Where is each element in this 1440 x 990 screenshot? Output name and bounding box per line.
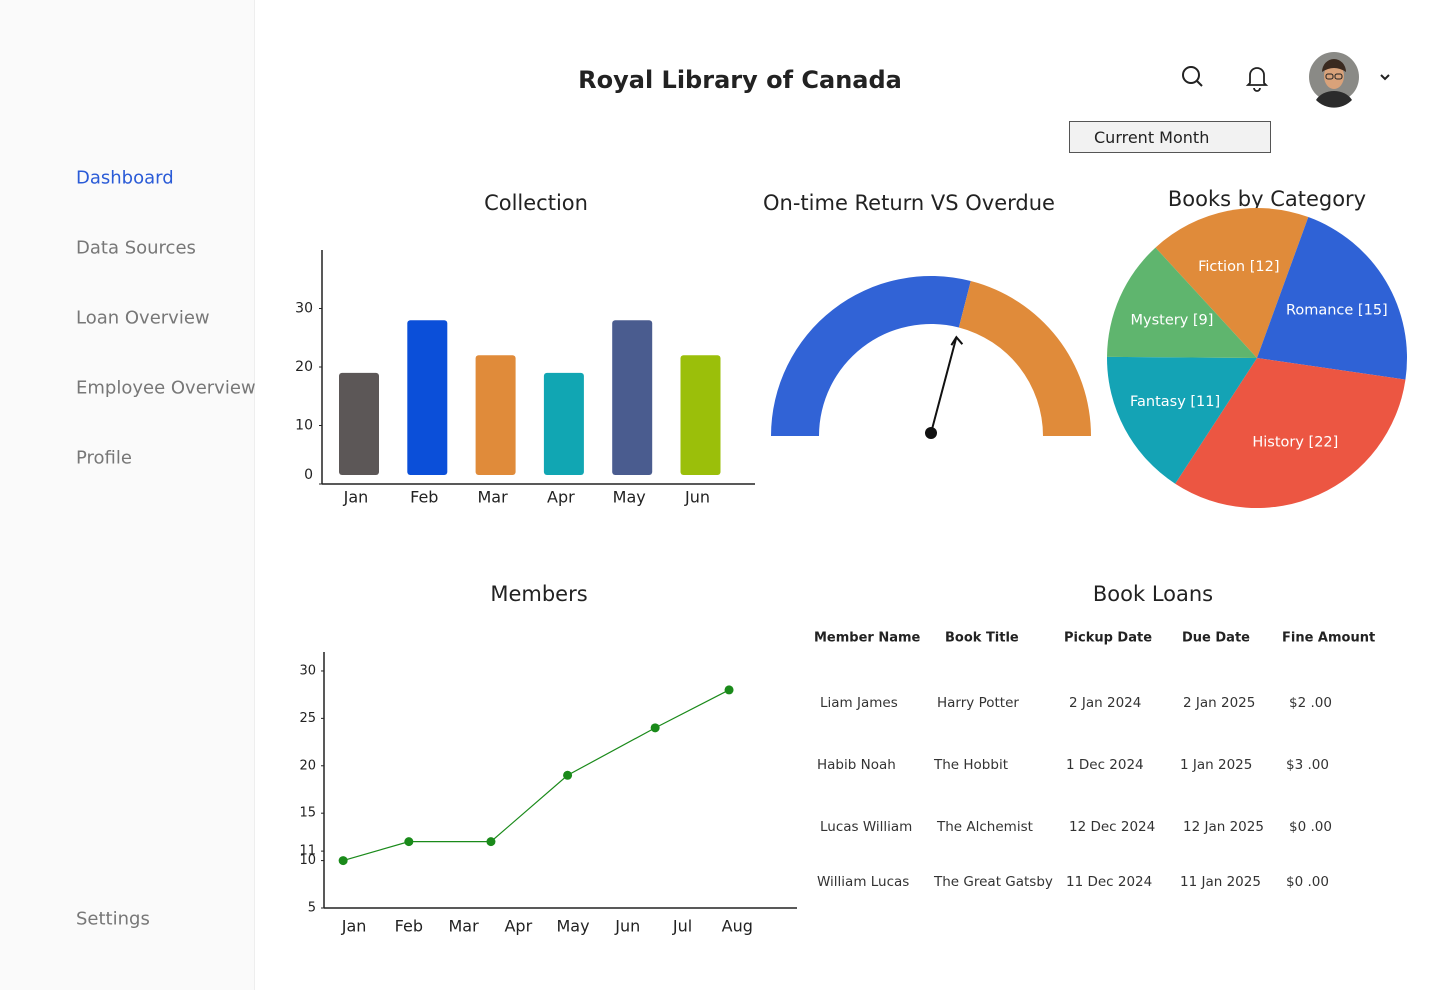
table-cell: $0 .00 [1286, 874, 1329, 890]
nav-item[interactable]: Loan Overview [76, 307, 210, 329]
slice-label: Fantasy [11] [1130, 394, 1220, 410]
table-cell: 12 Dec 2024 [1069, 819, 1156, 835]
nav-item[interactable]: Dashboard [76, 167, 174, 189]
y-tick-label: 30 [295, 301, 313, 317]
y-tick-label: 15 [299, 806, 316, 821]
column-header: Book Title [945, 630, 1019, 646]
y-tick-label: 30 [299, 663, 316, 678]
gauge-needle [930, 336, 958, 434]
x-tick-label: Jan [343, 488, 369, 507]
slice-label: History [22] [1252, 435, 1338, 451]
y-tick-label: 5 [308, 901, 316, 916]
x-tick-label: Feb [410, 488, 438, 507]
table-cell: William Lucas [817, 874, 910, 890]
chart-title: Collection [484, 191, 588, 215]
data-point [650, 723, 660, 733]
sidebar: Dashboard Data Sources Loan Overview Employ… [0, 0, 256, 990]
table-cell: $3 .00 [1286, 757, 1329, 773]
pie-slice [1107, 247, 1257, 358]
pie-slice [1257, 217, 1408, 380]
nav-item[interactable]: Employee Overview [76, 377, 256, 399]
y-tick-label: 10 [299, 853, 316, 868]
x-tick-label: Mar [448, 917, 479, 936]
table-cell: Lucas William [820, 819, 913, 835]
x-tick-label: Jun [614, 917, 640, 936]
x-tick-label: Apr [547, 488, 575, 507]
chart-title: Members [490, 582, 587, 606]
nav-item[interactable]: Data Sources [76, 237, 196, 259]
bar [612, 320, 653, 475]
x-tick-label: Aug [722, 917, 753, 936]
needle-pivot [925, 427, 937, 439]
x-tick-label: May [613, 488, 646, 507]
pie-slice [1175, 358, 1406, 508]
x-tick-label: May [557, 917, 590, 936]
table-cell: 11 Jan 2025 [1180, 874, 1261, 890]
bar [543, 372, 584, 475]
y-tick-label: 20 [295, 359, 313, 375]
x-tick-label: Jan [341, 917, 367, 936]
data-point [404, 837, 414, 847]
pie-slice [1107, 356, 1257, 484]
members-line [342, 689, 730, 862]
table-cell: The Great Gatsby [934, 874, 1053, 890]
column-header: Member Name [814, 630, 921, 646]
avatar[interactable] [1309, 52, 1359, 108]
table-cell: Habib Noah [817, 757, 896, 773]
bell-icon[interactable] [1245, 67, 1269, 92]
y-tick-label: 0 [304, 467, 313, 483]
table-cell: Liam James [820, 695, 898, 711]
data-point [724, 685, 734, 695]
table-cell: 1 Dec 2024 [1066, 757, 1144, 773]
x-tick-label: Jul [672, 917, 692, 936]
chart-title: On-time Return VS Overdue [763, 191, 1055, 215]
nav-item[interactable]: Profile [76, 447, 132, 469]
x-tick-label: Apr [504, 917, 532, 936]
bar [407, 320, 448, 475]
chart-title: Books by Category [1168, 187, 1366, 211]
data-point [338, 856, 348, 866]
bar [339, 372, 379, 475]
bar [475, 355, 516, 475]
table-cell: 2 Jan 2024 [1069, 695, 1142, 711]
table-cell: $0 .00 [1289, 819, 1332, 835]
x-tick-label: Jun [684, 488, 710, 507]
x-tick-label: Feb [395, 917, 423, 936]
gauge-segment [958, 281, 1091, 436]
gauge-segment [771, 276, 971, 436]
filter-label: Current Month [1094, 128, 1210, 147]
column-header: Fine Amount [1282, 630, 1376, 646]
slice-label: Romance [15] [1286, 302, 1388, 318]
account-chevron[interactable] [1380, 74, 1390, 81]
settings-link[interactable]: Settings [76, 908, 150, 930]
table-cell: 12 Jan 2025 [1183, 819, 1264, 835]
period-filter[interactable]: Current Month [1069, 121, 1271, 153]
column-header: Due Date [1182, 630, 1250, 646]
column-header: Pickup Date [1064, 630, 1153, 646]
table-cell: 2 Jan 2025 [1183, 695, 1256, 711]
data-point [486, 837, 496, 847]
search-icon[interactable] [1182, 66, 1203, 87]
page-title: Royal Library of Canada [578, 66, 902, 94]
x-tick-label: Mar [478, 488, 509, 507]
y-tick-label: 11 [299, 844, 316, 859]
table-cell: 1 Jan 2025 [1180, 757, 1253, 773]
table-cell: The Alchemist [937, 819, 1033, 835]
table-cell: 11 Dec 2024 [1066, 874, 1153, 890]
table-cell: The Hobbit [934, 757, 1008, 773]
table-cell: Harry Potter [937, 695, 1019, 711]
y-tick-label: 25 [299, 711, 316, 726]
slice-label: Fiction [12] [1198, 259, 1279, 275]
needle-head [950, 335, 964, 346]
pie-slice [1155, 207, 1309, 358]
slice-label: Mystery [9] [1131, 312, 1214, 328]
data-point [563, 770, 573, 780]
bar [680, 355, 721, 475]
y-tick-label: 10 [295, 418, 313, 434]
table-title: Book Loans [1092, 582, 1214, 606]
y-tick-label: 20 [299, 758, 316, 773]
table-cell: $2 .00 [1289, 695, 1332, 711]
